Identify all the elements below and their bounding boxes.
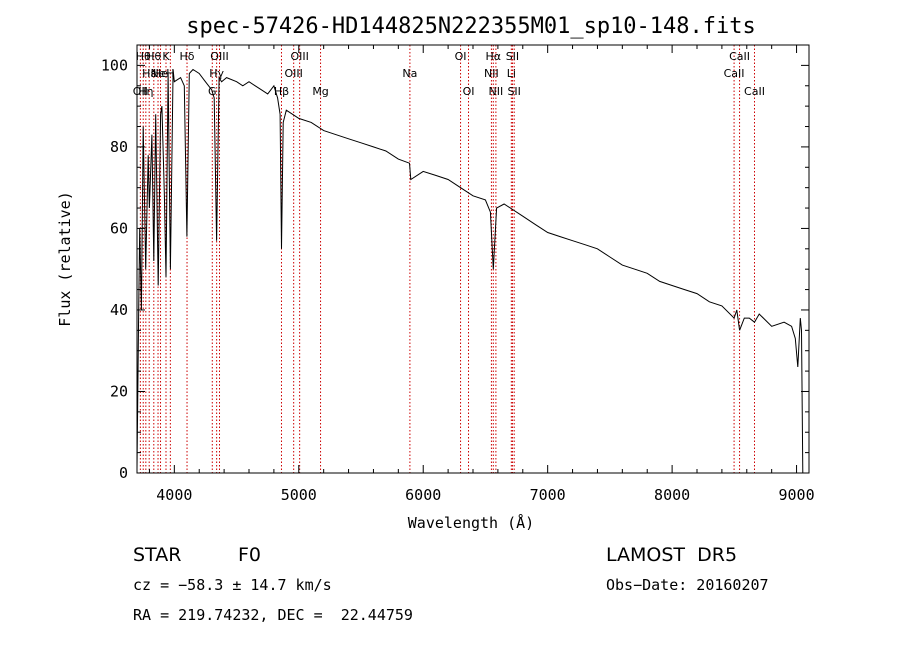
line-label-3: Hε: [142, 67, 156, 80]
line-label-14: OIII: [284, 67, 302, 80]
line-label-27: CaII: [729, 50, 750, 63]
line-label-1: Hθ: [136, 50, 151, 63]
line-label-18: OI: [455, 50, 467, 63]
line-label-13: Hβ: [274, 85, 289, 98]
redshift-velocity: cz = −58.3 ± 14.7 km/s: [133, 576, 332, 594]
x-tick-label-5: 9000: [778, 486, 814, 504]
y-tick-label-5: 100: [101, 56, 128, 74]
line-label-25: SII: [507, 85, 520, 98]
y-tick-label-1: 20: [110, 382, 128, 400]
y-axis-label: Flux (relative): [56, 191, 74, 326]
x-tick-label-1: 5000: [281, 486, 317, 504]
line-label-21: Hα: [486, 50, 502, 63]
line-label-26: CaII: [724, 67, 745, 80]
line-label-12: OIII: [210, 50, 228, 63]
object-class: STAR: [133, 544, 181, 566]
line-label-5: Ne: [151, 67, 166, 80]
line-label-28: CaII: [744, 85, 765, 98]
y-tick-label-0: 0: [119, 464, 128, 482]
y-tick-label-4: 80: [110, 138, 128, 156]
plot-frame: [136, 44, 810, 474]
object-subclass: F0: [238, 544, 261, 566]
x-tick-label-2: 6000: [405, 486, 441, 504]
line-label-16: Mg: [312, 85, 328, 98]
line-label-22: NII: [489, 85, 504, 98]
emission-line-markers: [139, 45, 755, 473]
x-tick-label-4: 8000: [654, 486, 690, 504]
survey-release: LAMOST DR5: [606, 544, 737, 566]
emission-line-labels: OIIHθHηHεHθNeHeKHHδGHγOIIIHβOIIIOIIIMgNa…: [133, 50, 765, 98]
line-label-23: Li: [507, 67, 516, 80]
spectrum-line: [137, 68, 804, 473]
line-label-15: OIII: [290, 50, 308, 63]
chart-title: spec-57426-HD144825N222355M01_sp10-148.f…: [186, 14, 756, 39]
x-axis-label: Wavelength (Å): [408, 513, 534, 532]
line-label-4: Hθ: [146, 50, 161, 63]
y-tick-label-2: 40: [110, 301, 128, 319]
line-label-7: K: [162, 50, 170, 63]
line-label-9: Hδ: [180, 50, 195, 63]
line-label-17: Na: [402, 67, 417, 80]
line-label-24: SII: [506, 50, 519, 63]
line-label-2: Hη: [138, 85, 153, 98]
line-label-11: Hγ: [209, 67, 224, 80]
line-label-6: He: [153, 67, 168, 80]
x-tick-label-3: 7000: [530, 486, 566, 504]
x-tick-label-0: 4000: [156, 486, 192, 504]
y-axis-ticks: 0 20 40 60 80 100: [101, 56, 809, 482]
line-label-20: NII: [484, 67, 499, 80]
line-label-19: OI: [463, 85, 475, 98]
observation-date: Obs−Date: 20160207: [606, 576, 769, 594]
x-axis-ticks: 4000 5000 6000 7000 8000 9000: [148, 45, 815, 504]
y-tick-label-3: 60: [110, 219, 128, 237]
ra-dec: RA = 219.74232, DEC = 22.44759: [133, 606, 413, 624]
line-label-8: H: [166, 67, 174, 80]
